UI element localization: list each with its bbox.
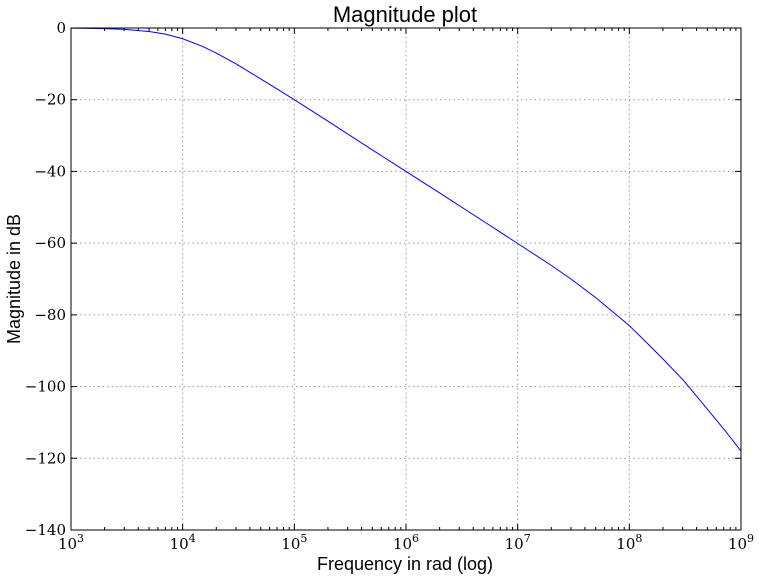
y-tick-label: −40	[34, 162, 66, 180]
y-tick-label: −60	[34, 234, 66, 252]
y-tick-label: 0	[56, 19, 66, 37]
y-tick-label: −140	[25, 521, 66, 539]
x-tick-label: 107	[505, 532, 531, 553]
x-tick-label: 104	[170, 532, 196, 553]
plot-area	[70, 27, 742, 531]
grid-lines	[70, 27, 742, 531]
x-axis-label: Frequency in rad (log)	[317, 554, 493, 574]
chart-title: Magnitude plot	[333, 2, 477, 27]
x-tick-label: 108	[616, 532, 642, 553]
tick-marks	[70, 27, 742, 531]
y-tick-label: −20	[34, 91, 66, 109]
y-tick-label: −80	[34, 306, 66, 324]
x-tick-label: 106	[393, 532, 419, 553]
y-tick-label: −120	[25, 449, 66, 467]
y-axis-label: Magnitude in dB	[4, 214, 24, 344]
tick-labels: 103 104 105 106 107 108 109 0 −20 −40 −60 −80 −100 −1…	[25, 19, 754, 553]
x-tick-label: 103	[58, 532, 84, 553]
x-tick-label: 105	[281, 532, 307, 553]
series-line	[70, 27, 742, 452]
y-tick-label: −100	[25, 378, 66, 396]
x-tick-label: 109	[728, 532, 754, 553]
